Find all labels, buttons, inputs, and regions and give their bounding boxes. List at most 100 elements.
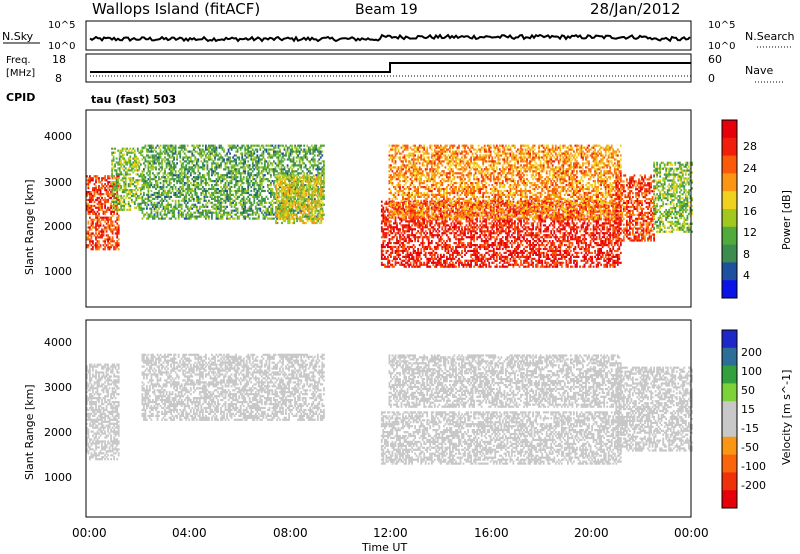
heatmap-cell (382, 210, 385, 213)
heatmap-cell (270, 144, 272, 147)
heatmap-cell (135, 179, 138, 182)
heatmap-cell (226, 213, 228, 216)
heatmap-cell (90, 240, 93, 243)
heatmap-cell (104, 210, 106, 213)
heatmap-cell (194, 156, 197, 159)
heatmap-cell (403, 236, 406, 239)
heatmap-cell (433, 251, 436, 254)
heatmap-cell (98, 212, 100, 215)
heatmap-cell (182, 164, 185, 167)
heatmap-cell (292, 160, 295, 163)
heatmap-cell (406, 249, 409, 253)
heatmap-cell (116, 246, 119, 249)
heatmap-cell (212, 172, 215, 175)
heatmap-cell (170, 150, 172, 153)
heatmap-cell (408, 224, 410, 227)
heatmap-cell (182, 158, 185, 161)
heatmap-cell (468, 236, 471, 239)
heatmap-cell (152, 172, 154, 175)
heatmap-cell (254, 148, 257, 151)
heatmap-cell (155, 150, 157, 153)
heatmap-cell (95, 246, 97, 249)
heatmap-cell (439, 253, 442, 256)
heatmap-cell (186, 201, 189, 204)
heatmap-cell (444, 232, 447, 235)
heatmap-cell (206, 166, 209, 169)
heatmap-cell (202, 176, 204, 179)
heatmap-cell (165, 207, 168, 210)
heatmap-cell (87, 191, 90, 194)
heatmap-cell (144, 176, 147, 179)
heatmap-cell (284, 186, 286, 189)
heatmap-cell (174, 199, 177, 202)
heatmap-cell (202, 186, 204, 189)
heatmap-cell (307, 148, 310, 151)
heatmap-cell (285, 144, 287, 147)
heatmap-cell (173, 168, 175, 171)
heatmap-cell (135, 196, 138, 200)
heatmap-cell (288, 215, 291, 219)
heatmap-cell (470, 224, 472, 227)
heatmap-cell (235, 154, 237, 157)
heatmap-cell (268, 205, 271, 208)
heatmap-cell (183, 197, 186, 200)
heatmap-cell (155, 168, 157, 171)
heatmap-cell (302, 208, 305, 211)
heatmap-cell (98, 240, 100, 243)
heatmap-cell (444, 226, 447, 229)
heatmap-cell (167, 172, 169, 175)
heatmap-cell (121, 208, 124, 211)
heatmap-cell (133, 202, 136, 205)
heatmap-cell (297, 182, 299, 185)
heatmap-cell (470, 230, 472, 233)
heatmap-cell (108, 208, 111, 211)
heatmap-cell (114, 244, 117, 247)
heatmap-cell (441, 265, 444, 268)
heatmap-cell (250, 186, 253, 189)
heatmap-cell (417, 230, 419, 233)
heatmap-cell (248, 182, 251, 185)
heatmap-cell (295, 160, 298, 163)
heatmap-cell (93, 226, 96, 229)
heatmap-cell (411, 218, 413, 221)
heatmap-cell (462, 245, 465, 249)
heatmap-cell (406, 263, 409, 266)
heatmap-cell (430, 236, 433, 239)
heatmap-cell (121, 204, 124, 207)
heatmap-cell (123, 169, 126, 172)
heatmap-cell (143, 191, 145, 195)
heatmap-cell (232, 199, 234, 202)
heatmap-cell (455, 232, 457, 235)
heatmap-cell (194, 186, 197, 189)
heatmap-cell (165, 162, 168, 165)
heatmap-cell (117, 248, 120, 251)
heatmap-cell (191, 195, 194, 198)
heatmap-cell (241, 144, 244, 147)
heatmap-cell (104, 196, 106, 200)
heatmap-cell (409, 226, 412, 229)
heatmap-cell (286, 195, 289, 198)
heatmap-cell (168, 156, 171, 159)
heatmap-cell (224, 199, 227, 202)
heatmap-cell (214, 207, 216, 210)
heatmap-cell (242, 164, 245, 167)
heatmap-cell (304, 199, 307, 202)
heatmap-cell (164, 176, 166, 179)
heatmap-cell (273, 146, 275, 149)
heatmap-cell (310, 193, 313, 196)
heatmap-cell (226, 162, 228, 165)
heatmap-cell (168, 174, 171, 177)
heatmap-cell (294, 184, 297, 187)
heatmap-cell (415, 265, 418, 268)
heatmap-cell (287, 210, 289, 213)
heatmap-cell (288, 221, 291, 225)
heatmap-cell (99, 202, 102, 205)
heatmap-cell (303, 148, 306, 151)
heatmap-cell (98, 204, 100, 207)
heatmap-cell (380, 236, 383, 239)
heatmap-cell (397, 216, 400, 219)
heatmap-cell (287, 186, 289, 189)
heatmap-cell (115, 189, 118, 192)
heatmap-cell (465, 220, 468, 223)
heatmap-cell (138, 208, 141, 211)
